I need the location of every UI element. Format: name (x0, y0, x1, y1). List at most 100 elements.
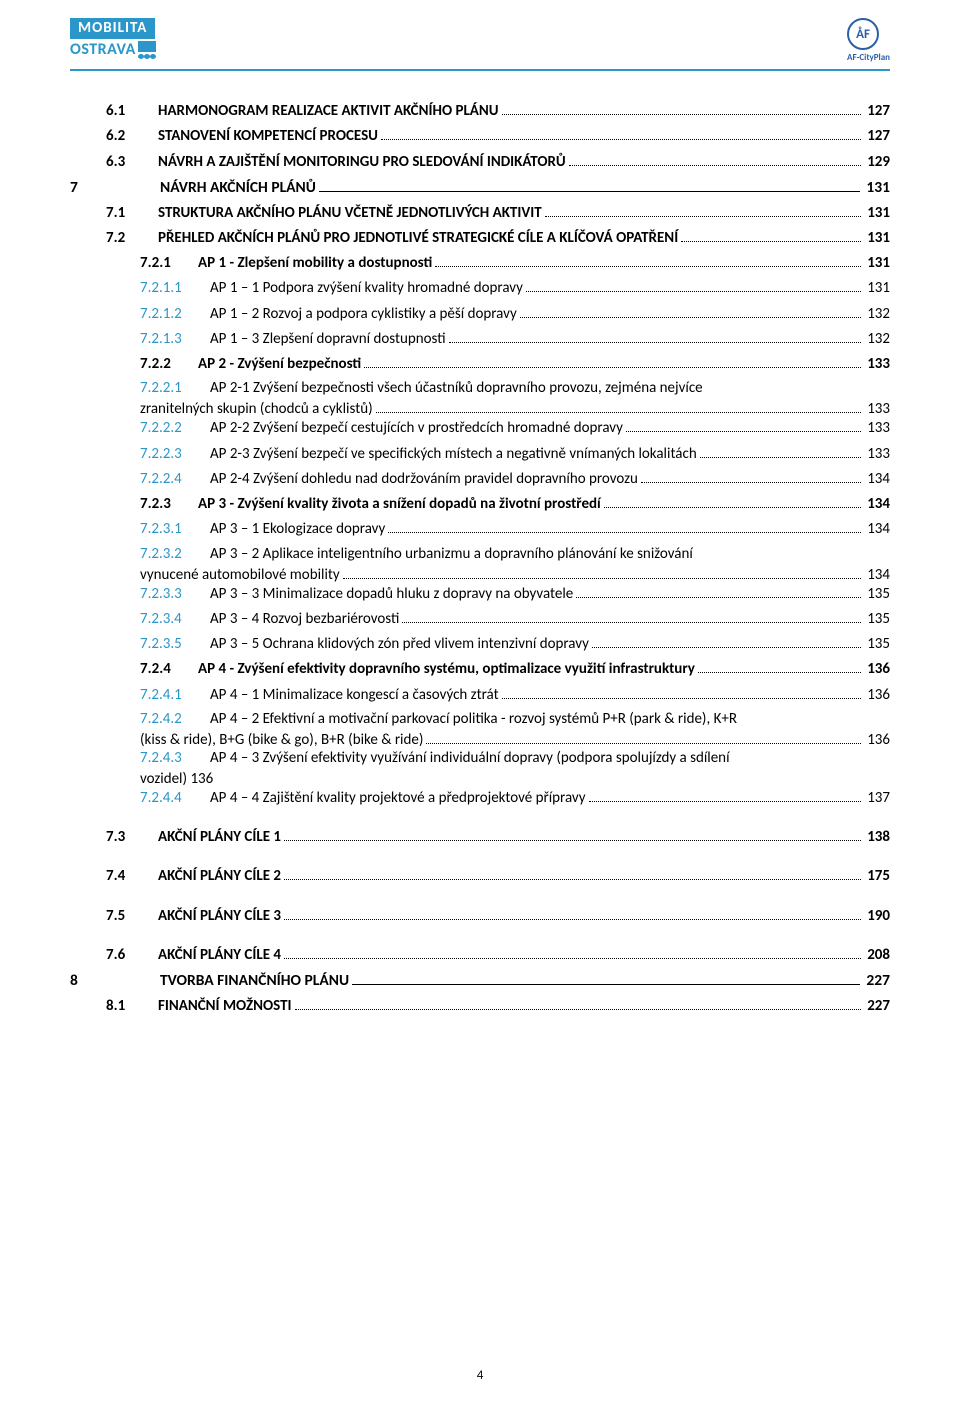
toc-number: 7.6 (106, 945, 158, 967)
toc-leader (698, 672, 861, 673)
toc-entry: 7.5AKČNÍ PLÁNY CÍLE 3 190 (106, 906, 890, 928)
toc-leader (388, 532, 861, 533)
toc-entry: 7.2.4.4AP 4 – 4 Zajištění kvality projek… (140, 788, 890, 810)
toc-title: STRUKTURA AKČNÍHO PLÁNU VČETNĚ JEDNOTLIV… (158, 203, 542, 225)
toc-number: 7.2.3 (140, 494, 198, 516)
toc-page: 135 (864, 609, 890, 631)
toc-entry: 7.2PŘEHLED AKČNÍCH PLÁNŮ PRO JEDNOTLIVÉ … (106, 228, 890, 250)
toc-page: 132 (864, 304, 890, 326)
toc-number: 6.3 (106, 152, 158, 174)
toc-page: 134 (864, 566, 890, 584)
toc-title: AP 2-1 Zvýšení bezpečnosti všech účastní… (210, 379, 703, 397)
toc-number: 8.1 (106, 996, 158, 1018)
toc-leader (604, 507, 861, 508)
toc-number: 7.2.1.3 (140, 329, 210, 351)
toc-page: 136 (864, 685, 890, 707)
toc-page: 175 (864, 866, 890, 888)
toc-leader (576, 597, 861, 598)
toc-title: AP 3 – 5 Ochrana klidových zón před vliv… (210, 634, 589, 656)
logo-mobilita-ostrava: MOBILITA OSTRAVA (70, 18, 156, 59)
toc-title: AP 3 – 1 Ekologizace dopravy (210, 519, 385, 541)
toc-page: 131 (864, 228, 890, 250)
toc-number: 7.2.3.1 (140, 519, 210, 541)
toc-entry: 7.2.3.2AP 3 – 2 Aplikace inteligentního … (140, 545, 890, 584)
toc-entry: 7.2.3.5AP 3 – 5 Ochrana klidových zón př… (140, 634, 890, 656)
toc-number: 7.2 (106, 228, 158, 250)
toc-entry: 7.2.2.4AP 2-4 Zvýšení dohledu nad dodržo… (140, 469, 890, 491)
toc-title: AP 2-4 Zvýšení dohledu nad dodržováním p… (210, 469, 638, 491)
toc-number: 7.2.4.1 (140, 685, 210, 707)
toc-number: 7.2.3.4 (140, 609, 210, 631)
toc-entry: 7.2.3AP 3 - Zvýšení kvality života a sní… (140, 494, 890, 516)
toc-entry: 7.2.2.3AP 2-3 Zvýšení bezpečí ve specifi… (140, 444, 890, 466)
toc-entry: 7.2.4.2AP 4 – 2 Efektivní a motivační pa… (140, 710, 890, 749)
toc-number: 6.1 (106, 101, 158, 123)
toc-entry: 6.2STANOVENÍ KOMPETENCÍ PROCESU127 (106, 126, 890, 148)
toc-page: 131 (864, 253, 890, 275)
toc-title-continuation: vozidel) 136 (140, 770, 213, 788)
toc-leader (295, 1009, 862, 1010)
toc-leader (545, 216, 862, 217)
toc-title: AKČNÍ PLÁNY CÍLE 1 (158, 827, 281, 849)
logo-top-text: MOBILITA (70, 18, 155, 39)
document-page: MOBILITA OSTRAVA ÅF AF-CityPlan 6.1HARMO… (0, 0, 960, 1401)
toc-leader (381, 139, 861, 140)
toc-title: HARMONOGRAM REALIZACE AKTIVIT AKČNÍHO PL… (158, 101, 499, 123)
toc-page: 131 (863, 177, 890, 199)
toc-leader (589, 801, 862, 802)
toc-number: 7.2.3.5 (140, 634, 210, 656)
toc-title-continuation: (kiss & ride), B+G (bike & go), B+R (bik… (140, 731, 423, 749)
toc-title-continuation: vynucené automobilové mobility (140, 566, 340, 584)
toc-entry: 7.4AKČNÍ PLÁNY CÍLE 2 175 (106, 866, 890, 888)
toc-number: 7.2.1.1 (140, 278, 210, 300)
toc-leader (284, 840, 861, 841)
toc-leader (319, 191, 861, 192)
toc-leader (641, 482, 861, 483)
toc-entry: 8TVORBA FINANČNÍHO PLÁNU227 (70, 970, 890, 992)
toc-leader (526, 291, 861, 292)
toc-title: AP 2 - Zvýšení bezpečnosti (198, 354, 361, 376)
toc-number: 7.4 (106, 866, 158, 888)
toc-number: 8 (70, 970, 160, 992)
toc-page: 133 (864, 418, 890, 440)
toc-number: 7.2.3.3 (140, 584, 210, 606)
toc-title: NÁVRH A ZAJIŠTĚNÍ MONITORINGU PRO SLEDOV… (158, 152, 566, 174)
toc-leader (426, 743, 861, 744)
toc-number: 7.2.2.3 (140, 444, 210, 466)
toc-title: FINANČNÍ MOŽNOSTI (158, 996, 292, 1018)
toc-number: 7.2.2.4 (140, 469, 210, 491)
toc-leader (681, 241, 861, 242)
toc-entry: 6.3NÁVRH A ZAJIŠTĚNÍ MONITORINGU PRO SLE… (106, 152, 890, 174)
toc-leader (626, 431, 861, 432)
toc-title: AP 4 – 1 Minimalizace kongescí a časovýc… (210, 685, 499, 707)
toc-page: 137 (864, 788, 890, 810)
toc-title-continuation: zranitelných skupin (chodců a cyklistů) (140, 400, 373, 418)
toc-leader (520, 317, 861, 318)
toc-entry: 7.3AKČNÍ PLÁNY CÍLE 1138 (106, 827, 890, 849)
toc-title: AKČNÍ PLÁNY CÍLE 3 (158, 906, 281, 928)
toc-leader (364, 367, 861, 368)
toc-page: 132 (864, 329, 890, 351)
toc-page: 131 (864, 203, 890, 225)
toc-title: AP 3 - Zvýšení kvality života a snížení … (198, 494, 601, 516)
toc-number: 6.2 (106, 126, 158, 148)
toc-title: TVORBA FINANČNÍHO PLÁNU (160, 970, 349, 992)
toc-entry: 7.2.3.1AP 3 – 1 Ekologizace dopravy134 (140, 519, 890, 541)
toc-page: 190 (864, 906, 890, 928)
toc-number: 7.3 (106, 827, 158, 849)
toc-number: 7.5 (106, 906, 158, 928)
toc-entry: 8.1FINANČNÍ MOŽNOSTI227 (106, 996, 890, 1018)
toc-leader (343, 578, 861, 579)
toc-page: 133 (864, 400, 890, 418)
toc-leader (700, 457, 861, 458)
toc-page: 135 (864, 634, 890, 656)
toc-number: 7.2.2.2 (140, 418, 210, 440)
toc-page: 129 (864, 152, 890, 174)
toc-title: AKČNÍ PLÁNY CÍLE 2 (158, 866, 281, 888)
toc-title: AP 1 – 1 Podpora zvýšení kvality hromadn… (210, 278, 523, 300)
toc-number: 7.2.3.2 (140, 545, 210, 563)
toc-number: 7.2.4.4 (140, 788, 210, 810)
toc-leader (352, 984, 860, 985)
toc-title: AP 3 – 4 Rozvoj bezbariérovosti (210, 609, 399, 631)
toc-entry: 7.2.4.1AP 4 – 1 Minimalizace kongescí a … (140, 685, 890, 707)
